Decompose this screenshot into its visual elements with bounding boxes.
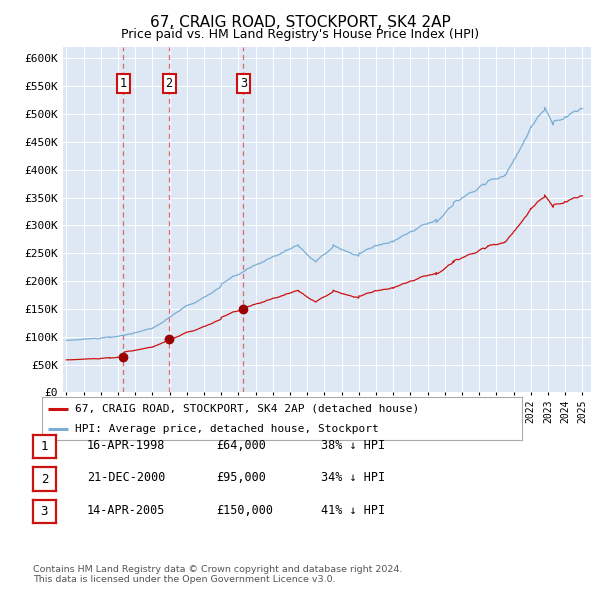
Text: 38% ↓ HPI: 38% ↓ HPI xyxy=(321,439,385,452)
Text: £95,000: £95,000 xyxy=(216,471,266,484)
Text: 1: 1 xyxy=(119,77,127,90)
Text: 2: 2 xyxy=(41,473,48,486)
Text: 3: 3 xyxy=(240,77,247,90)
Text: 14-APR-2005: 14-APR-2005 xyxy=(87,504,166,517)
Text: Price paid vs. HM Land Registry's House Price Index (HPI): Price paid vs. HM Land Registry's House … xyxy=(121,28,479,41)
Text: 21-DEC-2000: 21-DEC-2000 xyxy=(87,471,166,484)
Text: 34% ↓ HPI: 34% ↓ HPI xyxy=(321,471,385,484)
Text: 67, CRAIG ROAD, STOCKPORT, SK4 2AP (detached house): 67, CRAIG ROAD, STOCKPORT, SK4 2AP (deta… xyxy=(74,404,419,414)
Text: 16-APR-1998: 16-APR-1998 xyxy=(87,439,166,452)
Text: 2: 2 xyxy=(166,77,173,90)
Text: 3: 3 xyxy=(41,505,48,518)
Text: Contains HM Land Registry data © Crown copyright and database right 2024.
This d: Contains HM Land Registry data © Crown c… xyxy=(33,565,403,584)
Text: 1: 1 xyxy=(41,440,48,453)
Text: £150,000: £150,000 xyxy=(216,504,273,517)
Text: £64,000: £64,000 xyxy=(216,439,266,452)
Text: 41% ↓ HPI: 41% ↓ HPI xyxy=(321,504,385,517)
Text: HPI: Average price, detached house, Stockport: HPI: Average price, detached house, Stoc… xyxy=(74,424,379,434)
Text: 67, CRAIG ROAD, STOCKPORT, SK4 2AP: 67, CRAIG ROAD, STOCKPORT, SK4 2AP xyxy=(149,15,451,30)
